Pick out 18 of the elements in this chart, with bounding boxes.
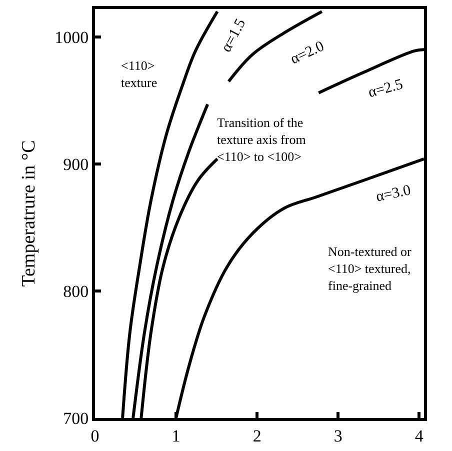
text: α=2.0 — [288, 38, 327, 68]
annotation: Non-textured or <110> textured, fine-grained — [328, 244, 412, 293]
x-tick-label: 3 — [334, 426, 342, 446]
annotation: <110> texture — [121, 58, 158, 90]
text: α=1.5 — [218, 16, 250, 55]
x-tick-label: 0 — [90, 426, 100, 446]
x-tick-label: 1 — [172, 426, 180, 446]
text: α=3.0 — [374, 182, 412, 206]
y-tick-label: 1000 — [54, 28, 89, 47]
y-tick-label: 700 — [63, 408, 89, 428]
y-tick-label: 900 — [63, 154, 89, 174]
annotation: Transition of the texture axis from <110> to <100> — [217, 115, 306, 164]
x-tick-label: 4 — [414, 426, 424, 446]
x-tick-label: 2 — [252, 426, 262, 446]
line-series — [121, 10, 219, 418]
text: α=2.5 — [366, 76, 405, 102]
y-axis-title: Temperatrure in °C — [18, 140, 40, 287]
y-tick-label: 800 — [63, 282, 89, 301]
